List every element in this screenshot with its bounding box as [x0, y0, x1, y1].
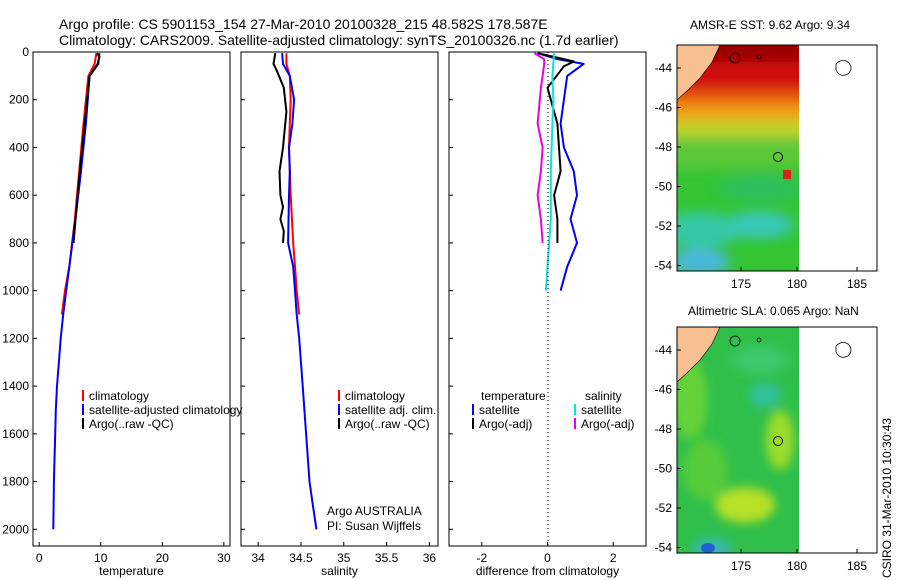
difference-axes-box [448, 51, 647, 547]
legend-label: Argo(..raw -QC) [89, 417, 174, 431]
xtick-label: 2 [610, 551, 617, 565]
sst-map-title: AMSR-E SST: 9.62 Argo: 9.34 [690, 18, 851, 32]
map-ytick-label: -48 [655, 422, 673, 436]
legend-label: Argo(-adj) [581, 417, 634, 431]
series-line [281, 53, 318, 530]
salinity-plot-area: 34 34.5 35 35.5 36 salinity climatologysatelli… [241, 51, 437, 578]
ytick-label: 400 [9, 140, 29, 154]
xtick-label: 34.5 [289, 551, 313, 565]
legend-label: climatology [345, 389, 405, 403]
legend-label: satellite [479, 403, 520, 417]
ytick-label: 0 [22, 45, 29, 59]
xtick-label: 0 [36, 551, 43, 565]
map-ytick-label: -46 [655, 383, 673, 397]
xtick-label: -2 [476, 551, 487, 565]
series-line [537, 52, 585, 291]
map-ytick-label: -52 [655, 219, 673, 233]
map-ytick-label: -44 [655, 61, 673, 75]
map-ytick-label: -54 [655, 259, 673, 273]
ytick-label: 800 [9, 236, 29, 250]
xtick-label: 36 [423, 551, 437, 565]
ytick-label: 1000 [2, 284, 29, 298]
ytick-label: 1800 [2, 475, 29, 489]
x-axis-label: salinity [321, 564, 358, 578]
series-line [52, 53, 101, 530]
xtick-label: 0 [544, 551, 551, 565]
map-ytick-label: -46 [655, 101, 673, 115]
legend-label: satellite [581, 403, 622, 417]
figure-title-line2: Climatology: CARS2009. Satellite-adjuste… [59, 32, 619, 48]
map-ytick-label: -44 [655, 343, 673, 357]
map-xtick-label: 185 [847, 559, 867, 573]
sla-map: 175 180 185 -44 -46 -48 -50 -52 -54 [655, 326, 878, 573]
salinity-panel: 34 34.5 35 35.5 36 salinity climatologysatelli… [240, 51, 439, 578]
legend-label: satellite-adjusted climatology [89, 403, 242, 417]
ytick-label: 1400 [2, 379, 29, 393]
salinity-axes-box [240, 51, 439, 547]
xtick-label: 30 [217, 551, 231, 565]
ytick-label: 200 [9, 93, 29, 107]
map-ytick-label: -52 [655, 501, 673, 515]
xtick-label: 35.5 [375, 551, 399, 565]
ytick-label: 2000 [2, 522, 29, 536]
ytick-label: 600 [9, 188, 29, 202]
xtick-label: 20 [156, 551, 170, 565]
map-xtick-label: 175 [731, 277, 751, 291]
legend-label: Argo(-adj) [479, 417, 532, 431]
map-xtick-label: 175 [731, 559, 751, 573]
map-ytick-label: -54 [655, 541, 673, 555]
series-line [533, 52, 546, 243]
legend-label: salinity [585, 389, 622, 403]
sst-map: 175 180 185 -44 -46 -48 -50 -52 -54 [655, 44, 878, 291]
temperature-plot-area: 0 10 20 30 temperature 0 200 400 600 800 1000 1200 1… [2, 45, 242, 578]
series-line [544, 53, 556, 291]
legend-label: Argo(..raw -QC) [345, 417, 430, 431]
x-axis-label: temperature [99, 564, 164, 578]
ytick-label: 1600 [2, 427, 29, 441]
temperature-panel: 0 10 20 30 temperature 0 200 400 600 800 1000 1200 1… [2, 45, 242, 578]
sla-map-image [677, 327, 799, 553]
xtick-label: 34 [251, 551, 265, 565]
x-axis-label: difference from climatology [476, 564, 619, 578]
ytick-label: 1200 [2, 331, 29, 345]
figure-title-line1: Argo profile: CS 5901153_154 27-Mar-2010… [59, 16, 548, 32]
map-ytick-label: -50 [655, 180, 673, 194]
legend-label: temperature [481, 389, 546, 403]
xtick-label: 10 [94, 551, 108, 565]
legend-label: satellite adj. clim. [345, 403, 436, 417]
panel-annotation: Argo AUSTRALIA [327, 504, 422, 518]
sst-map-image [677, 45, 799, 271]
xtick-label: 35 [337, 551, 351, 565]
temperature-axes-box [32, 51, 231, 547]
map-ytick-label: -50 [655, 462, 673, 476]
panel-annotation: PI: Susan Wijffels [327, 519, 421, 533]
series-line [72, 52, 101, 243]
map-xtick-label: 185 [847, 277, 867, 291]
map-xtick-label: 180 [787, 277, 807, 291]
legend-label: climatology [89, 389, 149, 403]
series-line [272, 53, 288, 243]
map-ytick-label: -48 [655, 140, 673, 154]
sla-map-title: Altimetric SLA: 0.065 Argo: NaN [688, 304, 859, 318]
map-xtick-label: 180 [787, 559, 807, 573]
